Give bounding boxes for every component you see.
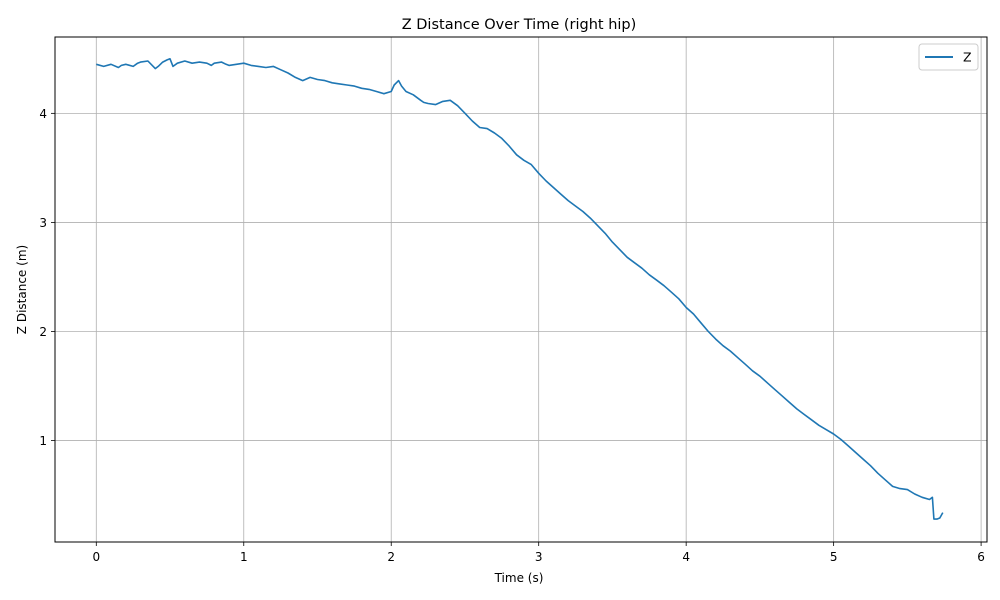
x-tick-label: 5	[830, 550, 838, 564]
x-tick-label: 4	[682, 550, 690, 564]
y-tick-label: 4	[39, 107, 47, 121]
x-tick-label: 3	[535, 550, 543, 564]
x-tick-label: 1	[240, 550, 248, 564]
x-axis-label: Time (s)	[494, 571, 544, 585]
legend-label-z: Z	[963, 50, 972, 65]
y-axis-label: Z Distance (m)	[15, 245, 29, 334]
y-tick-label: 2	[39, 325, 47, 339]
y-tick-label: 1	[39, 434, 47, 448]
axis-ticks: 0 1 2 3 4 5 6 1 2 3 4	[39, 107, 985, 564]
x-tick-label: 6	[977, 550, 985, 564]
x-tick-label: 0	[92, 550, 100, 564]
gridlines	[55, 37, 987, 542]
plot-frame	[54, 36, 988, 543]
series-layer	[96, 57, 944, 520]
legend: Z	[918, 43, 979, 71]
chart-title: Z Distance Over Time (right hip)	[402, 17, 637, 33]
y-tick-label: 3	[39, 216, 47, 230]
series-line-z	[96, 57, 944, 520]
x-tick-label: 2	[387, 550, 395, 564]
